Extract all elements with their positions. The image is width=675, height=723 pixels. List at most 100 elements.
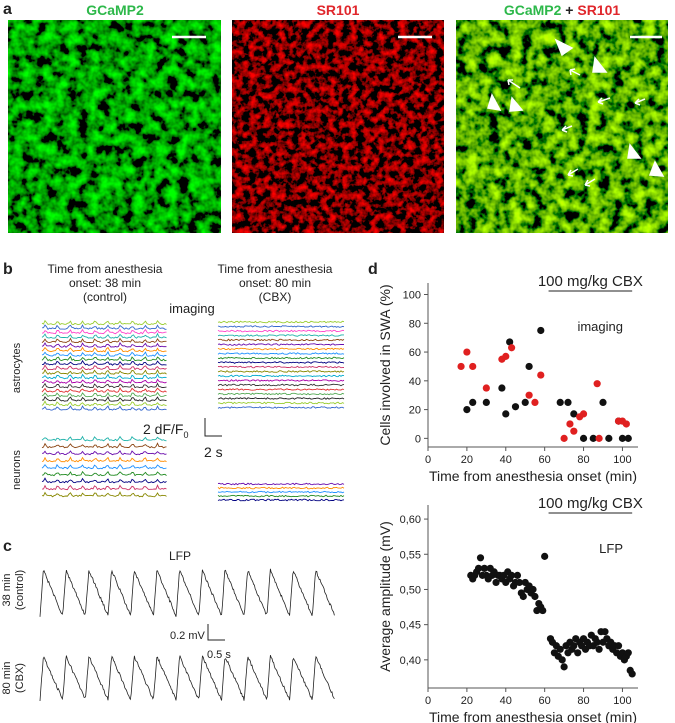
point: [519, 592, 527, 601]
note: imaging: [577, 319, 623, 334]
trace: [217, 325, 345, 328]
y-tick-label: 20: [409, 405, 421, 417]
trace: [41, 368, 167, 375]
micrograph-green: [8, 20, 221, 233]
point: [463, 405, 471, 414]
point: [579, 434, 588, 442]
point: [492, 578, 500, 587]
point: [579, 410, 588, 418]
trace: [217, 379, 345, 382]
trace: [217, 392, 345, 396]
point: [508, 344, 516, 352]
scale-bar: [204, 418, 222, 437]
point: [521, 398, 529, 407]
point: [628, 670, 636, 678]
panel-letter: c: [3, 538, 12, 555]
point: [570, 410, 578, 418]
trace: [41, 400, 167, 407]
point: [566, 420, 574, 428]
point: [560, 434, 568, 442]
trace: [41, 355, 167, 362]
arrows: [487, 38, 665, 187]
point: [525, 391, 533, 399]
trace: [217, 343, 345, 346]
point: [476, 554, 485, 562]
point: [537, 326, 545, 335]
point: [589, 434, 597, 442]
point: [474, 564, 483, 572]
micrograph-red: [232, 20, 444, 233]
panel-letter: b: [3, 261, 13, 278]
trace: [217, 356, 345, 360]
point: [541, 552, 549, 560]
trace: [217, 370, 345, 373]
trace: [217, 338, 345, 342]
point: [622, 420, 630, 428]
y-tick-label: 0,40: [400, 655, 421, 667]
trace: [41, 382, 167, 389]
trace: [41, 477, 167, 484]
trace: [41, 378, 167, 384]
label-part: +: [565, 2, 573, 18]
point: [624, 434, 632, 442]
x-tick-label: 80: [577, 695, 589, 707]
trace: [217, 374, 345, 378]
trace: [41, 463, 167, 470]
x-tick-label: 100: [613, 695, 631, 707]
point: [531, 592, 539, 601]
image-label: GCaMP2 + SR101: [504, 2, 621, 18]
trace-title: LFP: [169, 549, 191, 563]
trace: [41, 491, 167, 498]
trace-label: 38 min: [1, 573, 13, 606]
point: [618, 434, 627, 442]
scale-sub: 0: [183, 430, 188, 440]
x-tick-label: 60: [539, 695, 551, 707]
trace: [217, 320, 345, 324]
trace: [217, 494, 345, 498]
point: [605, 434, 613, 442]
x-tick-label: 80: [577, 454, 589, 466]
caption: onset: 38 min: [69, 276, 141, 290]
y-tick-label: 0,60: [400, 514, 421, 526]
point: [525, 362, 533, 371]
point: [529, 585, 537, 594]
y-tick-label: 100: [403, 290, 421, 302]
panel-letter: a: [3, 1, 12, 18]
point: [574, 649, 582, 657]
caption: Time from anesthesia: [48, 262, 163, 276]
trace: [41, 337, 167, 344]
trace: [217, 383, 345, 387]
x-axis-label: Time from anesthesia onset (min): [429, 468, 637, 484]
note: LFP: [599, 541, 623, 556]
point: [570, 642, 578, 650]
x-tick-label: 100: [613, 454, 631, 466]
trace: [217, 361, 345, 364]
trace: [217, 334, 344, 337]
y-axis-label: Average amplitude (mV): [377, 521, 393, 672]
caption: (CBX): [259, 290, 292, 304]
trace: [41, 332, 167, 339]
caption: onset: 80 min: [239, 276, 311, 290]
point: [570, 427, 578, 435]
row-label: neurons: [11, 450, 23, 490]
panel-letter: d: [368, 261, 378, 278]
point: [539, 606, 547, 615]
point: [614, 642, 623, 650]
scale-label: 2 s: [204, 444, 223, 460]
trace: [41, 484, 167, 491]
point: [508, 571, 516, 579]
trace: [41, 435, 167, 442]
trace: [41, 470, 167, 477]
x-tick-label: 40: [500, 454, 512, 466]
y-axis-label: Cells involved in SWA (%): [377, 284, 393, 445]
trace: [42, 396, 167, 402]
scale-text: 2 dF/F: [143, 421, 183, 437]
trace: [41, 346, 167, 353]
trace: [217, 352, 345, 355]
trace-label: (CBX): [14, 663, 26, 693]
trace: [217, 397, 345, 400]
trace: [41, 324, 167, 330]
trace: [41, 328, 167, 335]
trace: [217, 365, 345, 369]
